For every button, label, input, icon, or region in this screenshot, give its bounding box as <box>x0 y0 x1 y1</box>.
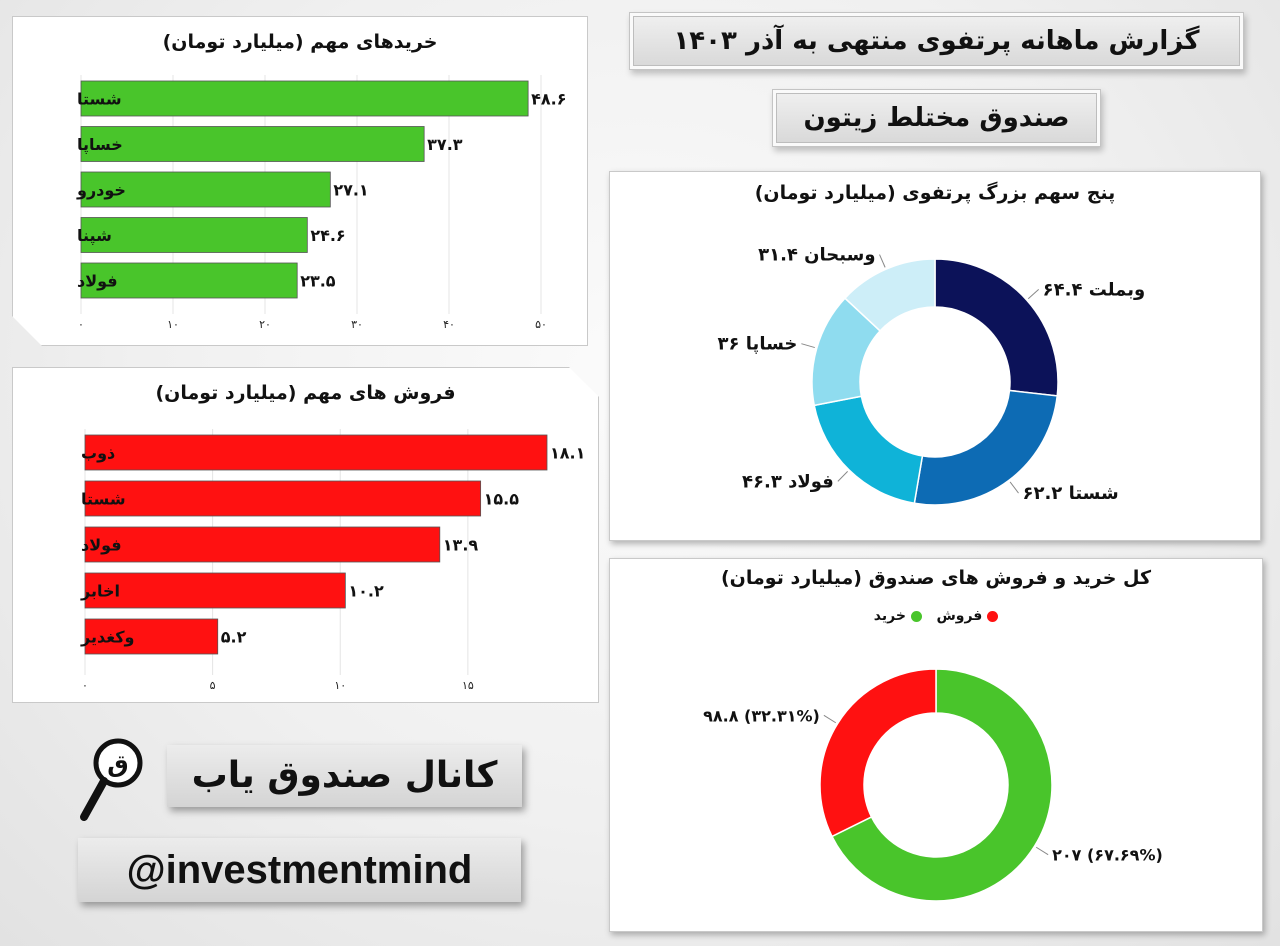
donut-slice <box>831 668 1053 902</box>
leader-line <box>1009 481 1019 494</box>
tick-label: ۱۵ <box>462 679 474 692</box>
leader-line <box>837 471 848 482</box>
slice-label: ۶۲.۲ شستا <box>1023 483 1119 504</box>
bar-value-label: ۳۷.۳ <box>427 135 463 154</box>
bar-value-label: ۱۸.۱ <box>550 444 585 463</box>
top5-title: پنج سهم بزرگ پرتفوی (میلیارد تومان) <box>754 182 1116 204</box>
totals-legend: فروش خرید <box>610 608 1262 624</box>
donut-slice <box>934 258 1059 397</box>
leader-line <box>801 343 815 349</box>
channel-name: کانال صندوق یاب <box>167 745 522 807</box>
bar-category-label: شپنا <box>77 226 112 246</box>
bar-category-label: شستا <box>81 490 126 509</box>
donut-slice <box>913 389 1059 506</box>
donut-slice <box>843 258 936 332</box>
bar <box>81 263 297 298</box>
bar-value-label: ۱۰.۲ <box>348 582 384 601</box>
bar-category-label: شستا <box>77 90 122 109</box>
bar-category-label: اخابر <box>80 582 120 601</box>
top5-chart: ۶۴.۴ وبملت ۶۲.۲ شستا ۴۶.۳ فولاد ۳۶ خساپا ۳۱.… <box>718 245 1146 506</box>
bar-category-label: ذوب <box>81 444 115 463</box>
leader-line <box>879 254 886 268</box>
bar-value-label: ۱۳.۹ <box>443 536 479 555</box>
sells-title: فروش های مهم (میلیارد تومان) <box>155 382 456 404</box>
bar-value-label: ۵.۲ <box>221 628 247 647</box>
bar <box>85 435 547 470</box>
tick-label: ۰ <box>82 679 88 692</box>
legend-buy-swatch <box>910 610 922 622</box>
bar-category-label: وکغدیر <box>80 628 134 647</box>
bar <box>85 481 481 516</box>
bar <box>85 619 218 654</box>
tick-label: ۰ <box>78 318 84 331</box>
fund-name: صندوق مختلط زیتون <box>776 93 1097 143</box>
buys-chart: ۰ ۱۰ ۲۰ ۳۰ ۴۰ ۵۰ شستا ۴۸.۶ خساپا ۳۷.۳ خودرو ۲۷.۱ شپن… <box>13 17 587 345</box>
buys-panel: خریدهای مهم (میلیارد تومان) ۰ ۱۰ ۲۰ ۳۰ ۴۰ ۵۰ ش… <box>12 16 588 346</box>
sells-chart: ۰ ۵ ۱۰ ۱۵ ذوب ۱۸.۱ شستا ۱۵.۵ فولاد ۱۳.۹ اخابر ۱۰.۲ و… <box>13 368 598 702</box>
tick-label: ۲۰ <box>259 318 271 331</box>
totals-chart: ۲۰۷ (۶۷.۶۹%) ۹۸.۸ (۳۲.۳۱%) <box>703 668 1163 902</box>
legend-sell-swatch <box>987 610 999 622</box>
tick-label: ۳۰ <box>351 318 363 331</box>
bar-category-label: فولاد <box>77 272 118 291</box>
slice-label: ۲۰۷ (۶۷.۶۹%) <box>1052 846 1163 865</box>
donut-slice <box>819 668 937 838</box>
report-title: گزارش ماهانه پرتفوی منتهی به آذر ۱۴۰۳ <box>633 16 1240 66</box>
slice-label: ۹۸.۸ (۳۲.۳۱%) <box>703 706 820 725</box>
slice-label: ۴۶.۳ فولاد <box>742 471 834 492</box>
bar-value-label: ۴۸.۶ <box>531 90 566 109</box>
bar <box>81 218 307 253</box>
svg-text:ق: ق <box>107 750 128 778</box>
bar <box>81 81 528 116</box>
bar-category-label: خودرو <box>76 181 126 200</box>
totals-panel: کل خرید و فروش های صندوق (میلیارد تومان)… <box>609 558 1263 932</box>
channel-handle: @investmentmind <box>78 838 521 902</box>
bar-value-label: ۲۷.۱ <box>333 181 368 200</box>
bar <box>85 573 345 608</box>
slice-label: ۳۶ خساپا <box>718 334 798 355</box>
leader-line <box>1035 846 1049 856</box>
magnifier-icon: ق <box>80 738 143 821</box>
bar <box>85 527 440 562</box>
bar <box>81 127 424 162</box>
sells-panel: فروش های مهم (میلیارد تومان) ۰ ۵ ۱۰ ۱۵ ذوب ۱۸… <box>12 367 599 703</box>
slice-label: ۳۱.۴ وسبحان <box>758 245 875 266</box>
bar-category-label: فولاد <box>81 536 122 555</box>
tick-label: ۴۰ <box>443 318 455 331</box>
legend-buy-label: خرید <box>873 608 906 624</box>
bar <box>81 172 330 207</box>
bar-value-label: ۱۵.۵ <box>484 490 520 509</box>
legend-sell-label: فروش <box>936 608 983 624</box>
bar-value-label: ۲۳.۵ <box>300 272 336 291</box>
leader-line <box>823 714 837 724</box>
leader-line <box>1027 289 1040 300</box>
buys-title: خریدهای مهم (میلیارد تومان) <box>162 31 438 53</box>
slice-label: ۶۴.۴ وبملت <box>1043 279 1146 300</box>
bar-category-label: خساپا <box>77 135 123 155</box>
bar-value-label: ۲۴.۶ <box>310 226 345 245</box>
tick-label: ۱۰ <box>167 318 179 331</box>
top5-panel: پنج سهم بزرگ پرتفوی (میلیارد تومان) ۶۴.۴… <box>609 171 1261 541</box>
tick-label: ۵۰ <box>535 318 547 331</box>
tick-label: ۱۰ <box>334 679 346 692</box>
tick-label: ۵ <box>210 679 216 692</box>
totals-title: کل خرید و فروش های صندوق (میلیارد تومان) <box>720 567 1152 589</box>
